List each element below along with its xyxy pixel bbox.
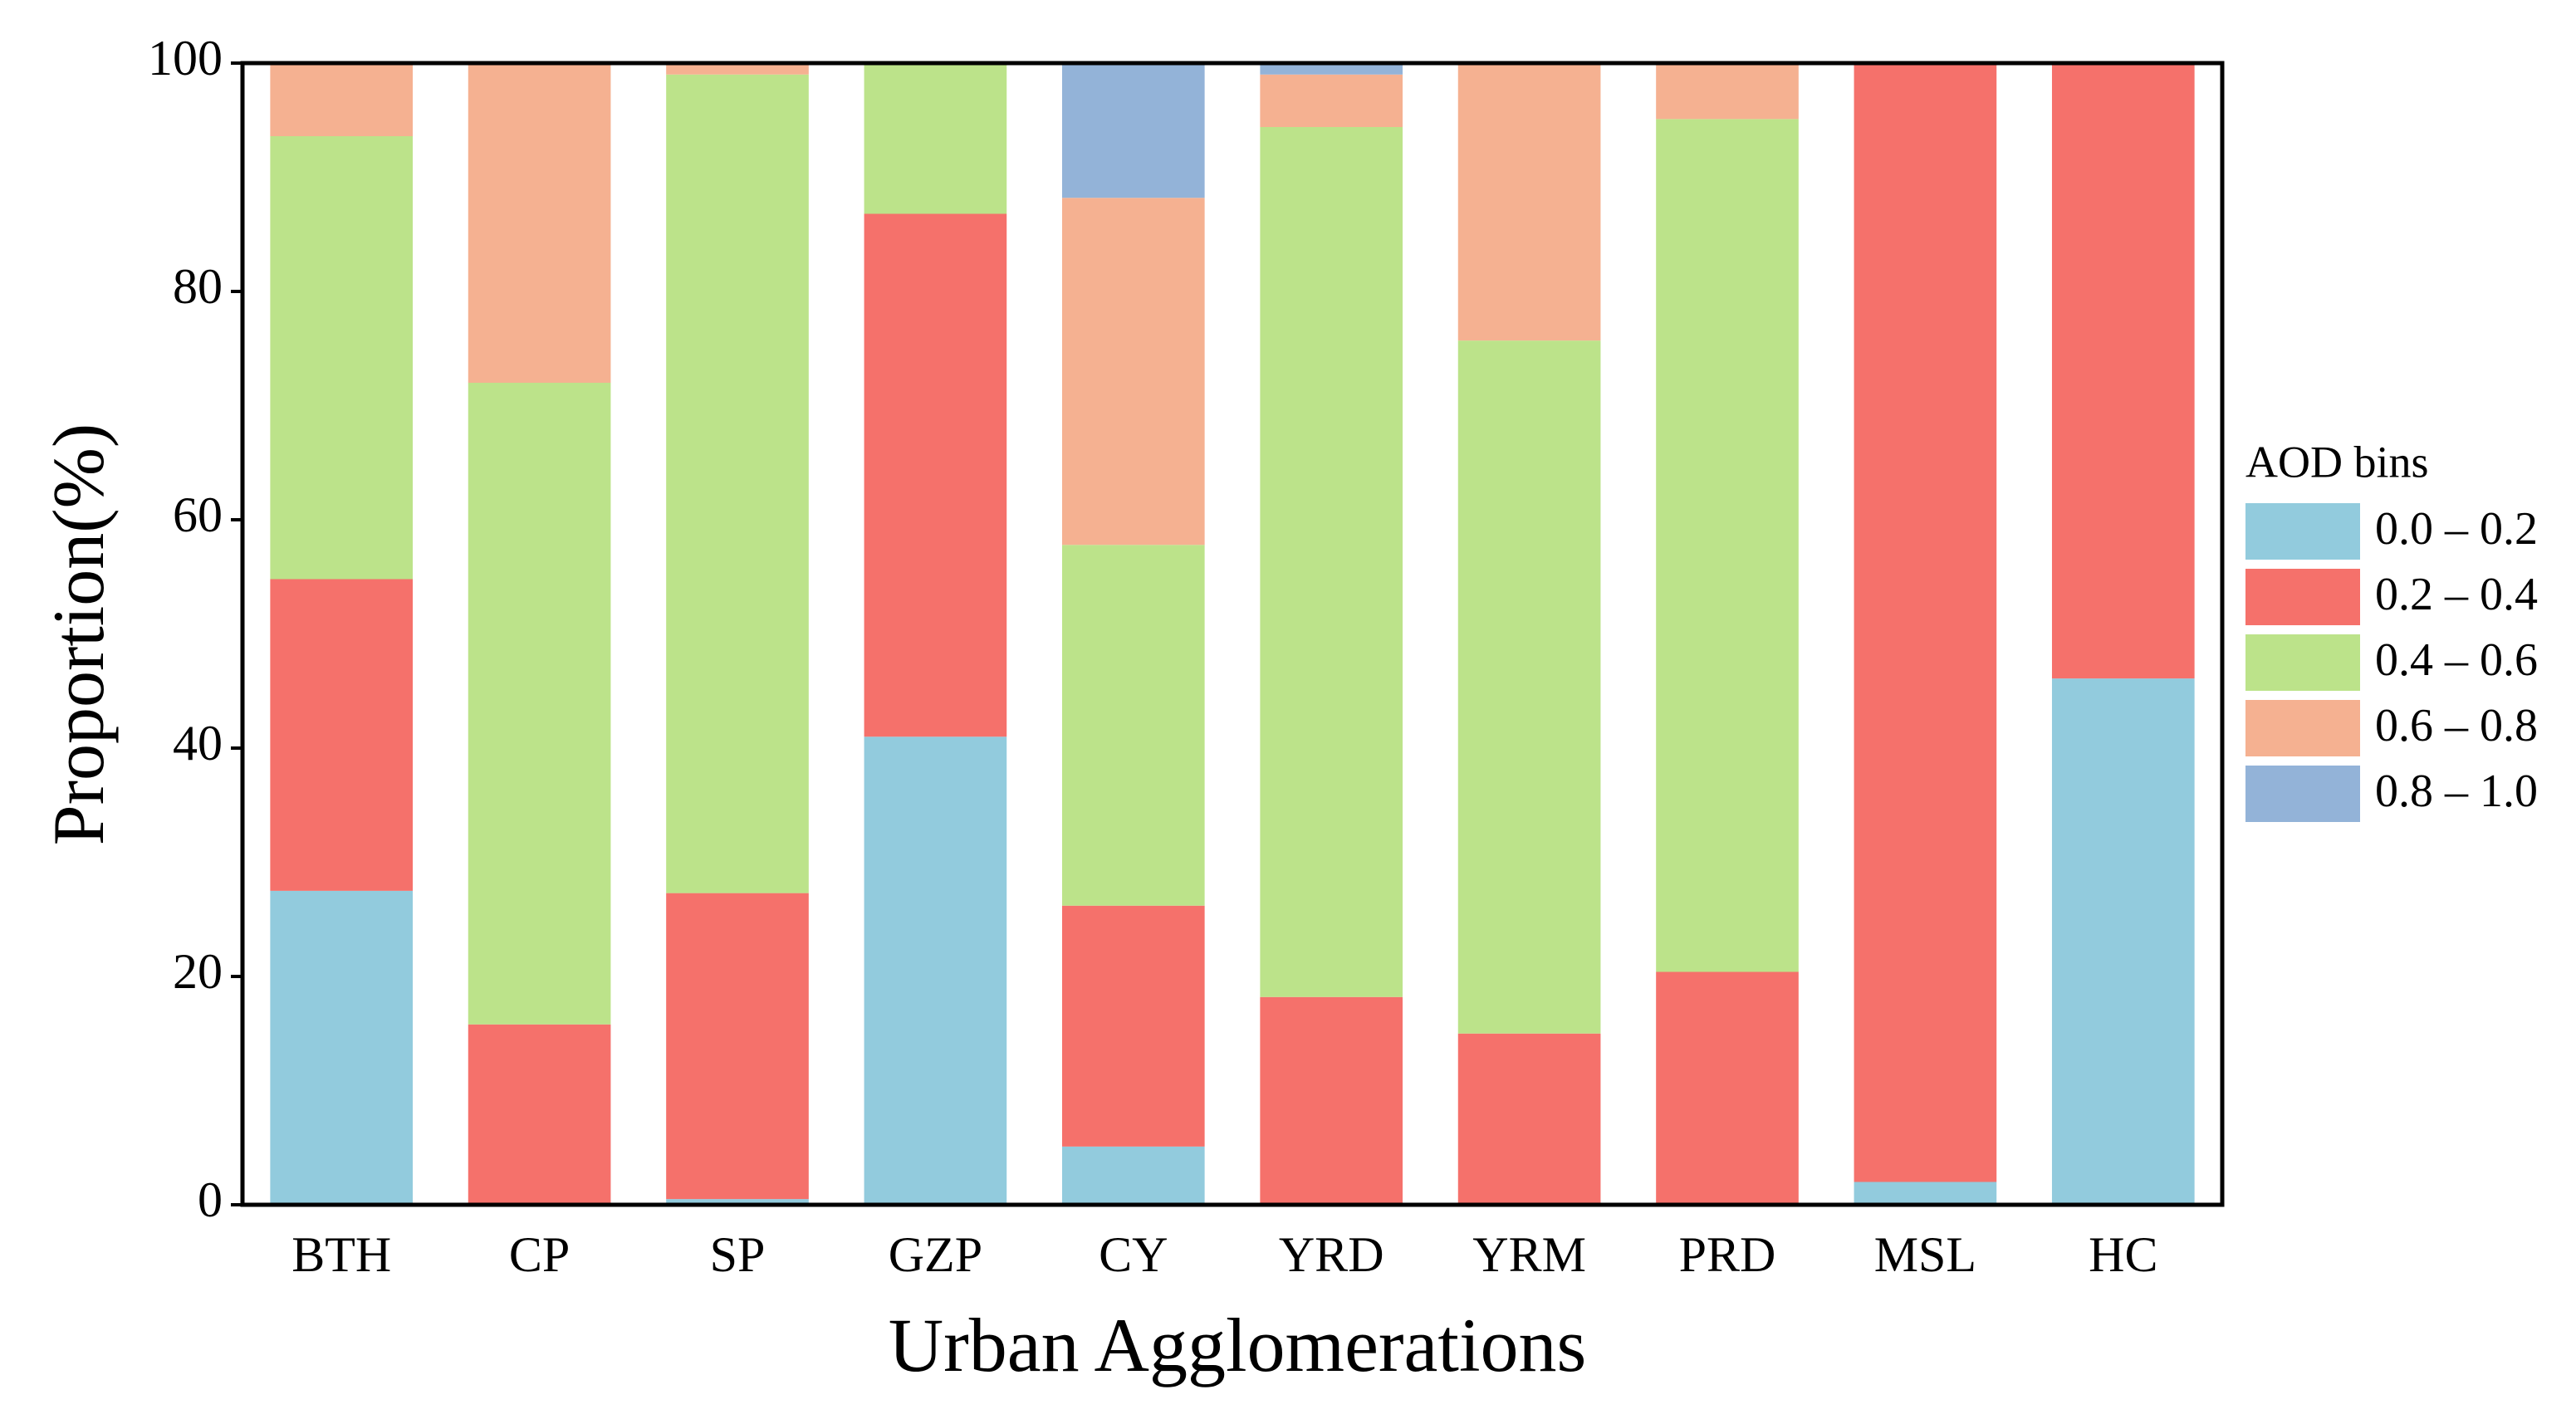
x-tick-label: SP xyxy=(710,1227,766,1282)
bar-segment xyxy=(864,736,1007,1205)
x-tick-label: HC xyxy=(2089,1227,2157,1282)
legend-swatch xyxy=(2245,700,2360,756)
y-tick-label: 20 xyxy=(173,944,223,999)
bar-segment xyxy=(1656,119,1799,972)
bar-segment xyxy=(2051,63,2195,679)
plot-frame xyxy=(240,61,2225,1207)
x-tick-label: CY xyxy=(1099,1227,1168,1282)
bar-segment xyxy=(1457,340,1601,1034)
bar-segment xyxy=(864,63,1007,214)
bar-segment xyxy=(1260,996,1403,1205)
y-tick-label: 40 xyxy=(173,716,223,771)
legend-swatch xyxy=(2245,569,2360,625)
bar-segment xyxy=(666,74,809,893)
bar-segment xyxy=(468,383,611,1025)
x-tick-label: PRD xyxy=(1679,1227,1776,1282)
y-tick-label: 80 xyxy=(173,259,223,314)
bar-segment xyxy=(666,893,809,1200)
bar-segment xyxy=(270,579,414,891)
y-tick-label: 0 xyxy=(198,1172,223,1227)
bar-segment xyxy=(1260,127,1403,997)
bar-segment xyxy=(468,1024,611,1205)
bar-segment xyxy=(270,136,414,580)
bar-segment xyxy=(1656,63,1799,120)
legend-label: 0.6 – 0.8 xyxy=(2375,700,2538,751)
legend-label: 0.8 – 1.0 xyxy=(2375,766,2538,817)
bar-segment xyxy=(1854,63,1997,1182)
legend-label: 0.4 – 0.6 xyxy=(2375,634,2538,686)
legend-swatch xyxy=(2245,634,2360,691)
y-tick-label: 60 xyxy=(173,487,223,542)
bar-segment xyxy=(1656,971,1799,1205)
x-tick-label: MSL xyxy=(1874,1227,1976,1282)
bar-segment xyxy=(1061,905,1205,1147)
x-axis-title: Urban Agglomerations xyxy=(889,1303,1587,1387)
x-tick-label: CP xyxy=(509,1227,570,1282)
x-tick-label: YRM xyxy=(1472,1227,1586,1282)
legend-title: AOD bins xyxy=(2245,437,2429,487)
y-tick-label: 100 xyxy=(148,31,223,86)
bar-segment xyxy=(270,63,414,136)
x-tick-label: BTH xyxy=(291,1227,391,1282)
bar-segment xyxy=(270,890,414,1205)
bar-segment xyxy=(1061,63,1205,198)
bar-segment xyxy=(1260,74,1403,127)
bar-segment xyxy=(1854,1182,1997,1205)
x-tick-label: GZP xyxy=(889,1227,982,1282)
bar-segment xyxy=(666,1199,809,1205)
bar-segment xyxy=(1061,1146,1205,1205)
legend-label: 0.2 – 0.4 xyxy=(2375,569,2538,620)
bar-segment xyxy=(666,63,809,75)
bar-segment xyxy=(1260,63,1403,75)
y-axis-title: Proportion(%) xyxy=(39,423,120,845)
legend-swatch xyxy=(2245,503,2360,560)
legend-label: 0.0 – 0.2 xyxy=(2375,503,2538,555)
bar-segment xyxy=(1457,1033,1601,1205)
bar-segment xyxy=(1457,63,1601,341)
bar-segment xyxy=(1061,545,1205,906)
legend-swatch xyxy=(2245,766,2360,822)
bar-segment xyxy=(2051,678,2195,1205)
bar-segment xyxy=(1061,198,1205,546)
bar-segment xyxy=(468,63,611,383)
x-tick-label: YRD xyxy=(1279,1227,1384,1282)
bar-segment xyxy=(864,213,1007,737)
